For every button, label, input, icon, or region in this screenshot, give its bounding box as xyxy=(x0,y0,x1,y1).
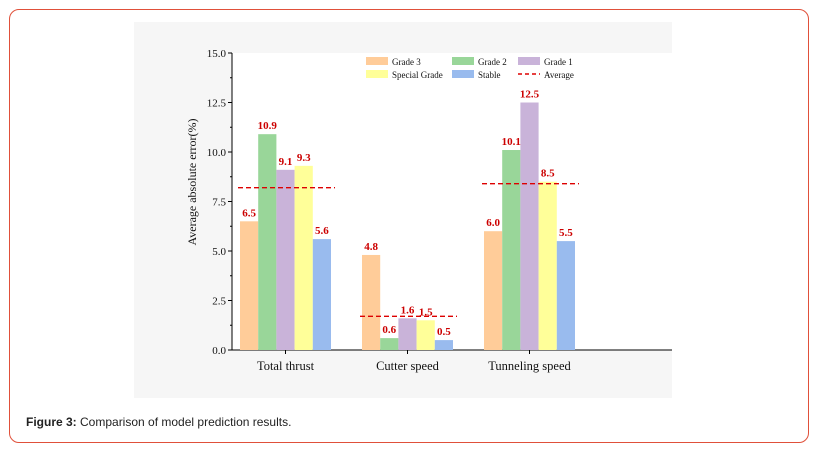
bar-grade2 xyxy=(380,338,399,350)
bar-value-label: 5.6 xyxy=(315,225,329,237)
bar-chart: 0.0 2.5 5.0 7.5 10.0 12.5 15.0 Total thrust Cutt… xyxy=(185,48,672,373)
caption-text: Comparison of model prediction results. xyxy=(76,415,292,429)
bar-stable xyxy=(434,340,453,350)
legend-label: Grade 3 xyxy=(392,57,421,67)
chart-legend: Grade 3 Grade 2 Grade 1 Special Grade Stable… xyxy=(366,57,574,80)
x-tick-label: Total thrust xyxy=(257,359,315,373)
y-tick-label: 2.5 xyxy=(212,296,226,308)
bar-value-label: 5.5 xyxy=(559,227,573,239)
bar-grade1 xyxy=(398,318,417,350)
y-tick-label: 15.0 xyxy=(207,48,227,60)
bar-grade1 xyxy=(276,169,295,350)
legend-swatch-grade3 xyxy=(366,57,388,65)
bar-special xyxy=(294,165,313,350)
bar-value-label: 0.6 xyxy=(382,324,396,336)
bar-special xyxy=(416,320,435,350)
legend-label: Special Grade xyxy=(392,70,443,80)
bar-value-label: 6.0 xyxy=(486,217,500,229)
legend-label: Grade 1 xyxy=(544,57,573,67)
x-tick-label: Tunneling speed xyxy=(488,359,571,373)
legend-swatch-grade2 xyxy=(452,57,474,65)
bar-value-label: 10.9 xyxy=(258,120,278,132)
bar-grade3 xyxy=(362,254,381,350)
bar-grade1 xyxy=(520,102,539,350)
bar-special xyxy=(538,181,557,350)
bar-grade3 xyxy=(240,221,259,350)
bar-stable xyxy=(556,241,575,350)
bar-value-label: 4.8 xyxy=(364,241,378,253)
y-tick-label: 5.0 xyxy=(212,246,226,258)
x-tick-label: Cutter speed xyxy=(376,359,440,373)
bar-grade2 xyxy=(258,134,277,350)
legend-swatch-special xyxy=(366,70,388,78)
bar-grade2 xyxy=(502,150,521,350)
caption-label: Figure 3: xyxy=(26,415,77,429)
legend-swatch-stable xyxy=(452,70,474,78)
bar-value-label: 6.5 xyxy=(242,207,256,219)
legend-label: Stable xyxy=(478,70,501,80)
legend-swatch-grade1 xyxy=(518,57,540,65)
bar-value-label: 10.1 xyxy=(502,136,521,148)
y-tick-label: 0.0 xyxy=(212,345,226,357)
y-tick-label: 10.0 xyxy=(207,147,227,159)
bar-value-label: 1.5 xyxy=(419,306,433,318)
bar-value-label: 9.1 xyxy=(279,156,293,168)
bar-value-label: 9.3 xyxy=(297,152,311,164)
data-labels: 6.5 10.9 9.1 9.3 5.6 4.8 0.6 1.6 1.5 0.5 6.0 10.1 12… xyxy=(242,89,573,339)
bar-value-label: 1.6 xyxy=(401,304,415,316)
y-tick-label: 7.5 xyxy=(212,197,226,209)
bar-value-label: 0.5 xyxy=(437,326,451,338)
bar-value-label: 12.5 xyxy=(520,89,540,101)
y-axis-label: Average absolute error(%) xyxy=(185,118,199,245)
bar-grade3 xyxy=(484,231,503,350)
figure-caption: Figure 3: Comparison of model prediction… xyxy=(26,415,291,429)
y-tick-label: 12.5 xyxy=(207,98,227,110)
legend-label: Average xyxy=(544,70,574,80)
legend-label: Grade 2 xyxy=(478,57,507,67)
average-lines xyxy=(238,182,579,318)
bar-value-label: 8.5 xyxy=(541,168,555,180)
bar-stable xyxy=(312,239,331,350)
